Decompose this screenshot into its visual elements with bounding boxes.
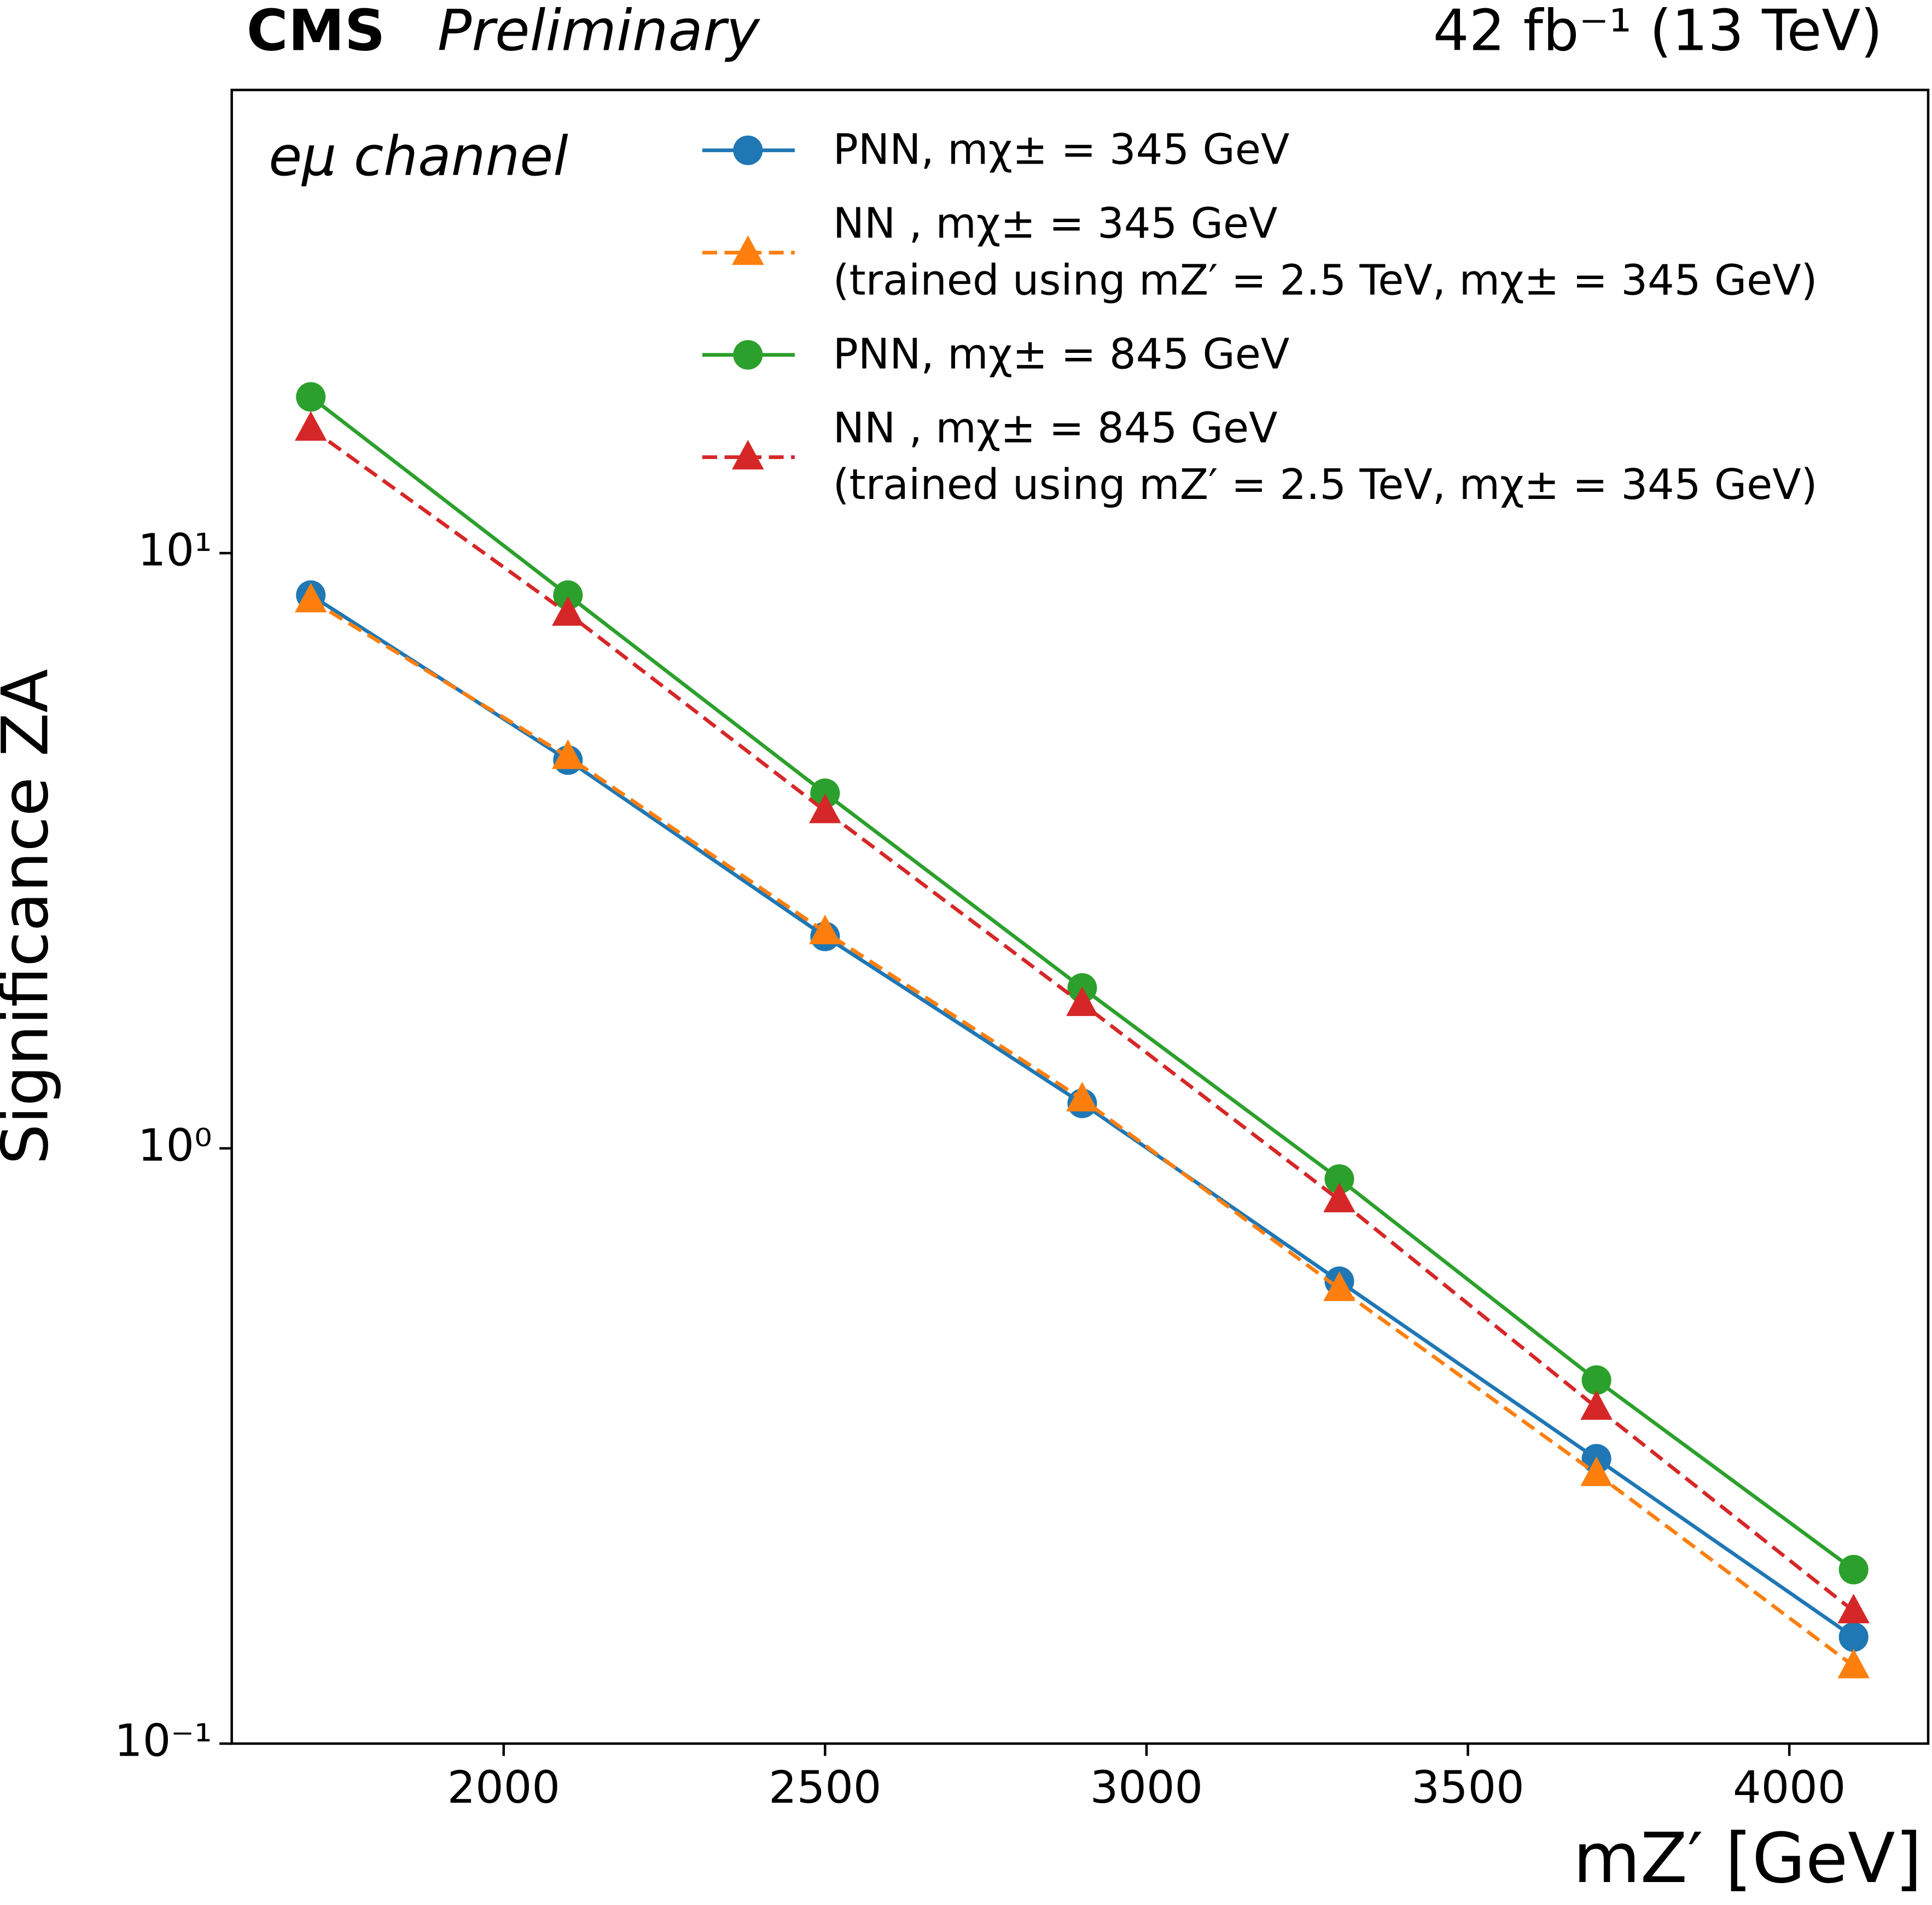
series-line [310,427,1855,1613]
triangle-marker [732,440,764,470]
y-tick-label: 10⁻¹ [114,1715,212,1767]
triangle-marker [552,596,584,626]
y-tick-label: 10¹ [138,525,212,576]
triangle-marker [1323,1182,1355,1212]
triangle-marker [732,235,764,265]
legend-entry: PNN, mχ± = 845 GeV [833,330,1290,380]
x-tick-label: 2000 [447,1762,560,1814]
plot-frame [230,89,1930,1745]
legend-entry: NN , mχ± = 345 GeV (trained using mZ′ = … [833,199,1818,306]
x-axis-label: mZ′ [GeV] [1573,1818,1922,1898]
circle-marker [1324,1164,1354,1194]
triangle-marker [809,793,841,823]
x-tick-label: 3500 [1411,1762,1524,1814]
triangle-marker [1580,1390,1613,1420]
triangle-marker [1580,1456,1613,1486]
triangle-marker [1323,1271,1355,1302]
circle-marker [733,340,763,370]
circle-marker [810,778,840,808]
legend-label: PNN, mχ± = 845 GeV [833,330,1290,380]
x-tick-label: 2500 [769,1762,881,1814]
triangle-marker [809,914,841,944]
chart-title: CMS [247,0,386,63]
triangle-marker [1066,1082,1098,1112]
triangle-marker [552,739,584,769]
chart-subtitle: Preliminary [438,0,761,63]
y-axis-label: Significance ZA [0,669,62,1165]
legend-entry: PNN, mχ± = 345 GeV [833,125,1290,175]
x-tick-label: 4000 [1733,1762,1846,1814]
circle-marker [296,382,326,412]
triangle-marker [294,583,327,613]
legend-label: NN , mχ± = 845 GeV (trained using mZ′ = … [833,404,1818,510]
legend-label: PNN, mχ± = 345 GeV [833,125,1290,175]
annotation: eμ channel [269,125,568,188]
series-line [310,598,1855,1668]
triangle-marker [1837,1594,1870,1624]
luminosity: 42 fb⁻¹ (13 TeV) [1433,0,1883,63]
circle-marker [553,580,583,610]
triangle-marker [294,411,327,441]
y-tick-label: 10⁰ [138,1120,212,1171]
triangle-marker [1837,1648,1870,1679]
circle-marker [1581,1365,1611,1395]
circle-marker [1838,1622,1869,1652]
legend-entry: NN , mχ± = 845 GeV (trained using mZ′ = … [833,404,1818,510]
triangle-marker [1066,986,1098,1017]
x-tick-label: 3000 [1090,1762,1203,1814]
circle-marker [1838,1554,1869,1585]
legend-label: NN , mχ± = 345 GeV (trained using mZ′ = … [833,199,1818,306]
circle-marker [733,135,763,165]
